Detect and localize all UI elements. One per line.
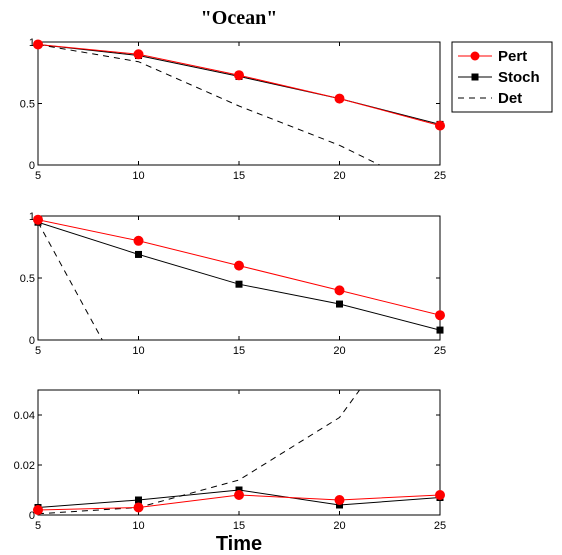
point-pert — [234, 490, 244, 500]
legend-label-stoch: Stoch — [498, 69, 540, 86]
legend-item-det: Det — [458, 90, 522, 107]
point-pert — [334, 285, 345, 296]
point-pert — [133, 49, 144, 60]
legend-marker-stoch — [471, 73, 479, 81]
point-stoch — [336, 300, 343, 308]
x-tick-label: 5 — [35, 520, 41, 532]
point-pert — [234, 70, 244, 81]
y-tick-label: 0 — [29, 160, 35, 172]
y-tick-label: 0 — [29, 335, 35, 347]
x-tick-label: 15 — [233, 520, 245, 532]
x-tick-label: 15 — [233, 170, 245, 182]
series-line-det — [38, 44, 380, 165]
point-stoch — [135, 250, 142, 258]
y-tick-label: 0.5 — [20, 99, 35, 111]
x-tick-label: 15 — [233, 345, 245, 357]
x-tick-label: 5 — [35, 170, 41, 182]
point-pert — [33, 39, 43, 50]
series-det — [38, 390, 361, 515]
y-tick-label: 0 — [29, 510, 35, 522]
y-tick-label: 0.02 — [14, 460, 35, 472]
x-tick-label: 25 — [434, 520, 446, 532]
legend-label-pert: Pert — [498, 48, 527, 65]
x-axis-label: Time — [216, 533, 262, 555]
panel-1-frame — [37, 41, 441, 166]
legend-label-det: Det — [498, 90, 522, 107]
point-pert — [234, 260, 244, 271]
legend-item-pert: Pert — [458, 48, 527, 65]
point-pert — [435, 120, 445, 131]
point-pert — [435, 310, 445, 321]
series-det — [38, 44, 380, 165]
x-tick-label: 10 — [132, 170, 144, 182]
point-pert — [334, 93, 345, 104]
point-pert — [33, 505, 43, 515]
legend: Pert Stoch Det — [451, 41, 553, 113]
point-pert — [334, 495, 345, 505]
y-tick-label: 0.5 — [20, 273, 35, 285]
y-tick-label: 1 — [29, 37, 35, 49]
point-pert — [435, 490, 445, 500]
panel-1: 5 10 15 20 25 0 0.5 1 — [20, 37, 446, 182]
panel-2: 5 10 15 20 25 0 0.5 1 — [20, 211, 446, 357]
x-tick-label: 5 — [35, 345, 41, 357]
x-tick-label: 10 — [132, 345, 144, 357]
point-stoch — [135, 496, 142, 504]
x-tick-label: 25 — [434, 345, 446, 357]
x-tick-label: 20 — [333, 170, 345, 182]
point-stoch — [235, 280, 243, 288]
legend-marker-pert — [470, 51, 480, 61]
x-tick-label: 25 — [434, 170, 446, 182]
x-tick-label: 10 — [132, 520, 144, 532]
y-tick-label: 1 — [29, 211, 35, 223]
point-pert — [133, 502, 144, 513]
series-line-det — [38, 221, 103, 340]
panel-3: 5 10 15 20 25 0 0.02 0.04 — [14, 389, 446, 532]
x-tick-label: 20 — [333, 520, 345, 532]
x-tick-label: 20 — [333, 345, 345, 357]
panel-2-frame — [37, 215, 441, 341]
y-tick-label: 0.04 — [14, 410, 35, 422]
point-pert — [133, 235, 144, 246]
chart-title: "Ocean" — [201, 7, 278, 29]
series-det — [38, 221, 103, 340]
series-line-det — [38, 390, 361, 515]
point-stoch — [436, 326, 444, 334]
point-pert — [33, 214, 43, 225]
legend-item-stoch: Stoch — [458, 69, 540, 86]
